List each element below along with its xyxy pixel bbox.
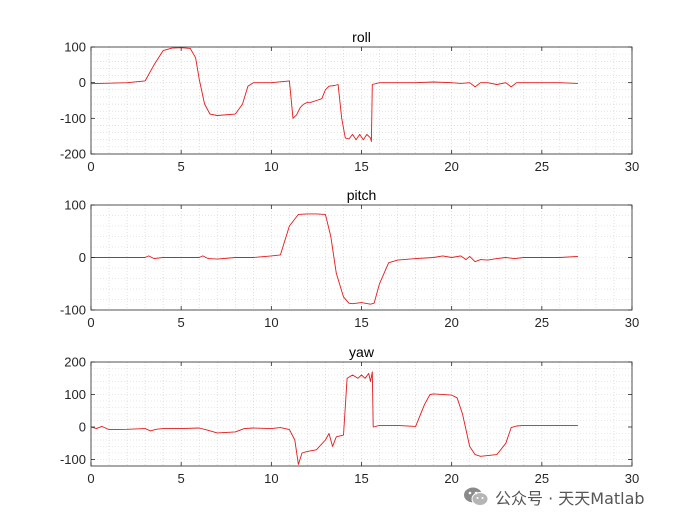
plot-area bbox=[91, 47, 632, 154]
watermark: 公众号 · 天天Matlab bbox=[463, 482, 645, 512]
x-tick-label: 10 bbox=[264, 315, 278, 330]
y-tick-label: -100 bbox=[60, 111, 86, 126]
x-tick-label: 10 bbox=[264, 159, 278, 174]
x-tick-label: 25 bbox=[535, 471, 549, 486]
x-tick-label: 30 bbox=[625, 159, 639, 174]
x-tick-label: 5 bbox=[178, 315, 185, 330]
y-tick-label: 200 bbox=[64, 355, 86, 370]
subplot-roll: 0 5 10 15 20 25 30 100 0 -100 -200 roll bbox=[60, 29, 639, 174]
subplot-title: roll bbox=[352, 29, 371, 45]
x-tick-label: 0 bbox=[87, 159, 94, 174]
series-line-pitch bbox=[91, 213, 578, 305]
y-tick-label: 0 bbox=[79, 75, 86, 90]
subplot-title: yaw bbox=[349, 344, 375, 360]
y-tick-label: -200 bbox=[60, 147, 86, 162]
x-tick-label: 15 bbox=[354, 159, 368, 174]
x-tick-label: 30 bbox=[625, 315, 639, 330]
x-tick-label: 5 bbox=[178, 471, 185, 486]
series-line-roll bbox=[90, 47, 578, 142]
x-tick-label: 20 bbox=[444, 315, 458, 330]
watermark-text: 公众号 · 天天Matlab bbox=[495, 489, 645, 508]
subplot-title: pitch bbox=[347, 187, 377, 203]
x-tick-label: 20 bbox=[444, 471, 458, 486]
series-line-yaw bbox=[90, 371, 578, 465]
x-tick-label: 0 bbox=[87, 315, 94, 330]
x-tick-label: 0 bbox=[87, 471, 94, 486]
x-tick-label: 30 bbox=[625, 471, 639, 486]
y-tick-label: 0 bbox=[79, 420, 86, 435]
y-tick-label: -100 bbox=[60, 303, 86, 318]
x-tick-label: 5 bbox=[178, 159, 185, 174]
x-tick-label: 25 bbox=[535, 315, 549, 330]
x-tick-label: 15 bbox=[354, 471, 368, 486]
y-tick-label: 100 bbox=[64, 387, 86, 402]
x-tick-label: 25 bbox=[535, 159, 549, 174]
y-tick-label: 0 bbox=[79, 250, 86, 265]
y-tick-label: -100 bbox=[60, 452, 86, 467]
wechat-icon bbox=[464, 487, 489, 506]
x-tick-label: 20 bbox=[444, 159, 458, 174]
x-tick-label: 15 bbox=[354, 315, 368, 330]
x-tick-label: 10 bbox=[264, 471, 278, 486]
y-tick-label: 100 bbox=[64, 198, 86, 213]
y-tick-label: 100 bbox=[64, 40, 86, 55]
